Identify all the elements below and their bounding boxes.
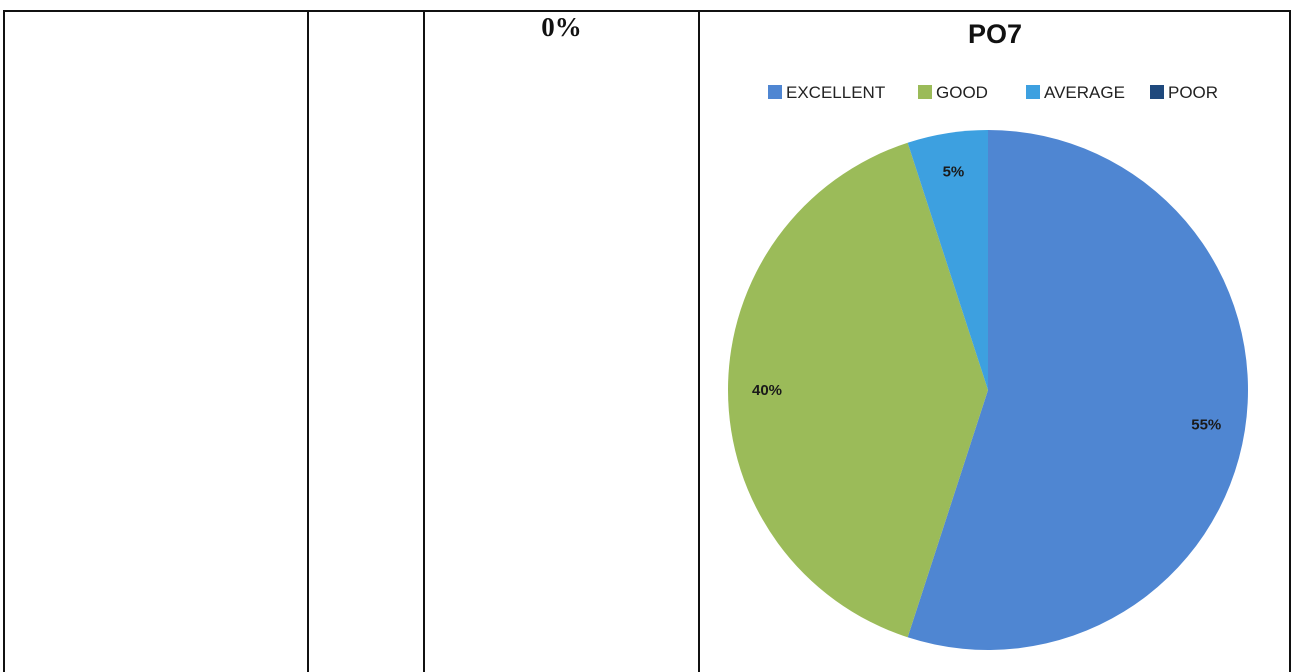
legend-label-good: GOOD xyxy=(936,83,988,102)
chart-legend: EXCELLENT GOOD AVERAGE POOR xyxy=(768,83,1218,102)
pie-slice-average xyxy=(907,130,988,390)
column-divider xyxy=(307,10,309,672)
legend-swatch-average xyxy=(1026,85,1040,99)
data-label-good: 40% xyxy=(752,382,782,399)
pie-slice-good xyxy=(728,142,988,638)
legend-label-poor: POOR xyxy=(1168,83,1218,102)
table-top-border xyxy=(3,10,1291,12)
data-label-average: 5% xyxy=(943,164,965,181)
pie-chart: PO7 EXCELLENT GOOD AVERAGE POOR 55% 40% 5% xyxy=(728,19,1248,651)
table-right-border xyxy=(1289,10,1291,672)
data-labels: 55% 40% 5% xyxy=(752,164,1221,434)
legend-label-average: AVERAGE xyxy=(1044,83,1125,102)
pie-slices xyxy=(728,130,1248,651)
percent-cell-text: 0% xyxy=(541,12,582,42)
legend-swatch-excellent xyxy=(768,85,782,99)
pie-slice-excellent xyxy=(907,130,1248,651)
table-left-border xyxy=(3,10,5,672)
chart-title: PO7 xyxy=(968,19,1022,49)
legend-label-excellent: EXCELLENT xyxy=(786,83,885,102)
column-divider xyxy=(423,10,425,672)
data-label-excellent: 55% xyxy=(1191,417,1221,434)
column-divider xyxy=(698,10,700,672)
legend-swatch-good xyxy=(918,85,932,99)
legend-swatch-poor xyxy=(1150,85,1164,99)
